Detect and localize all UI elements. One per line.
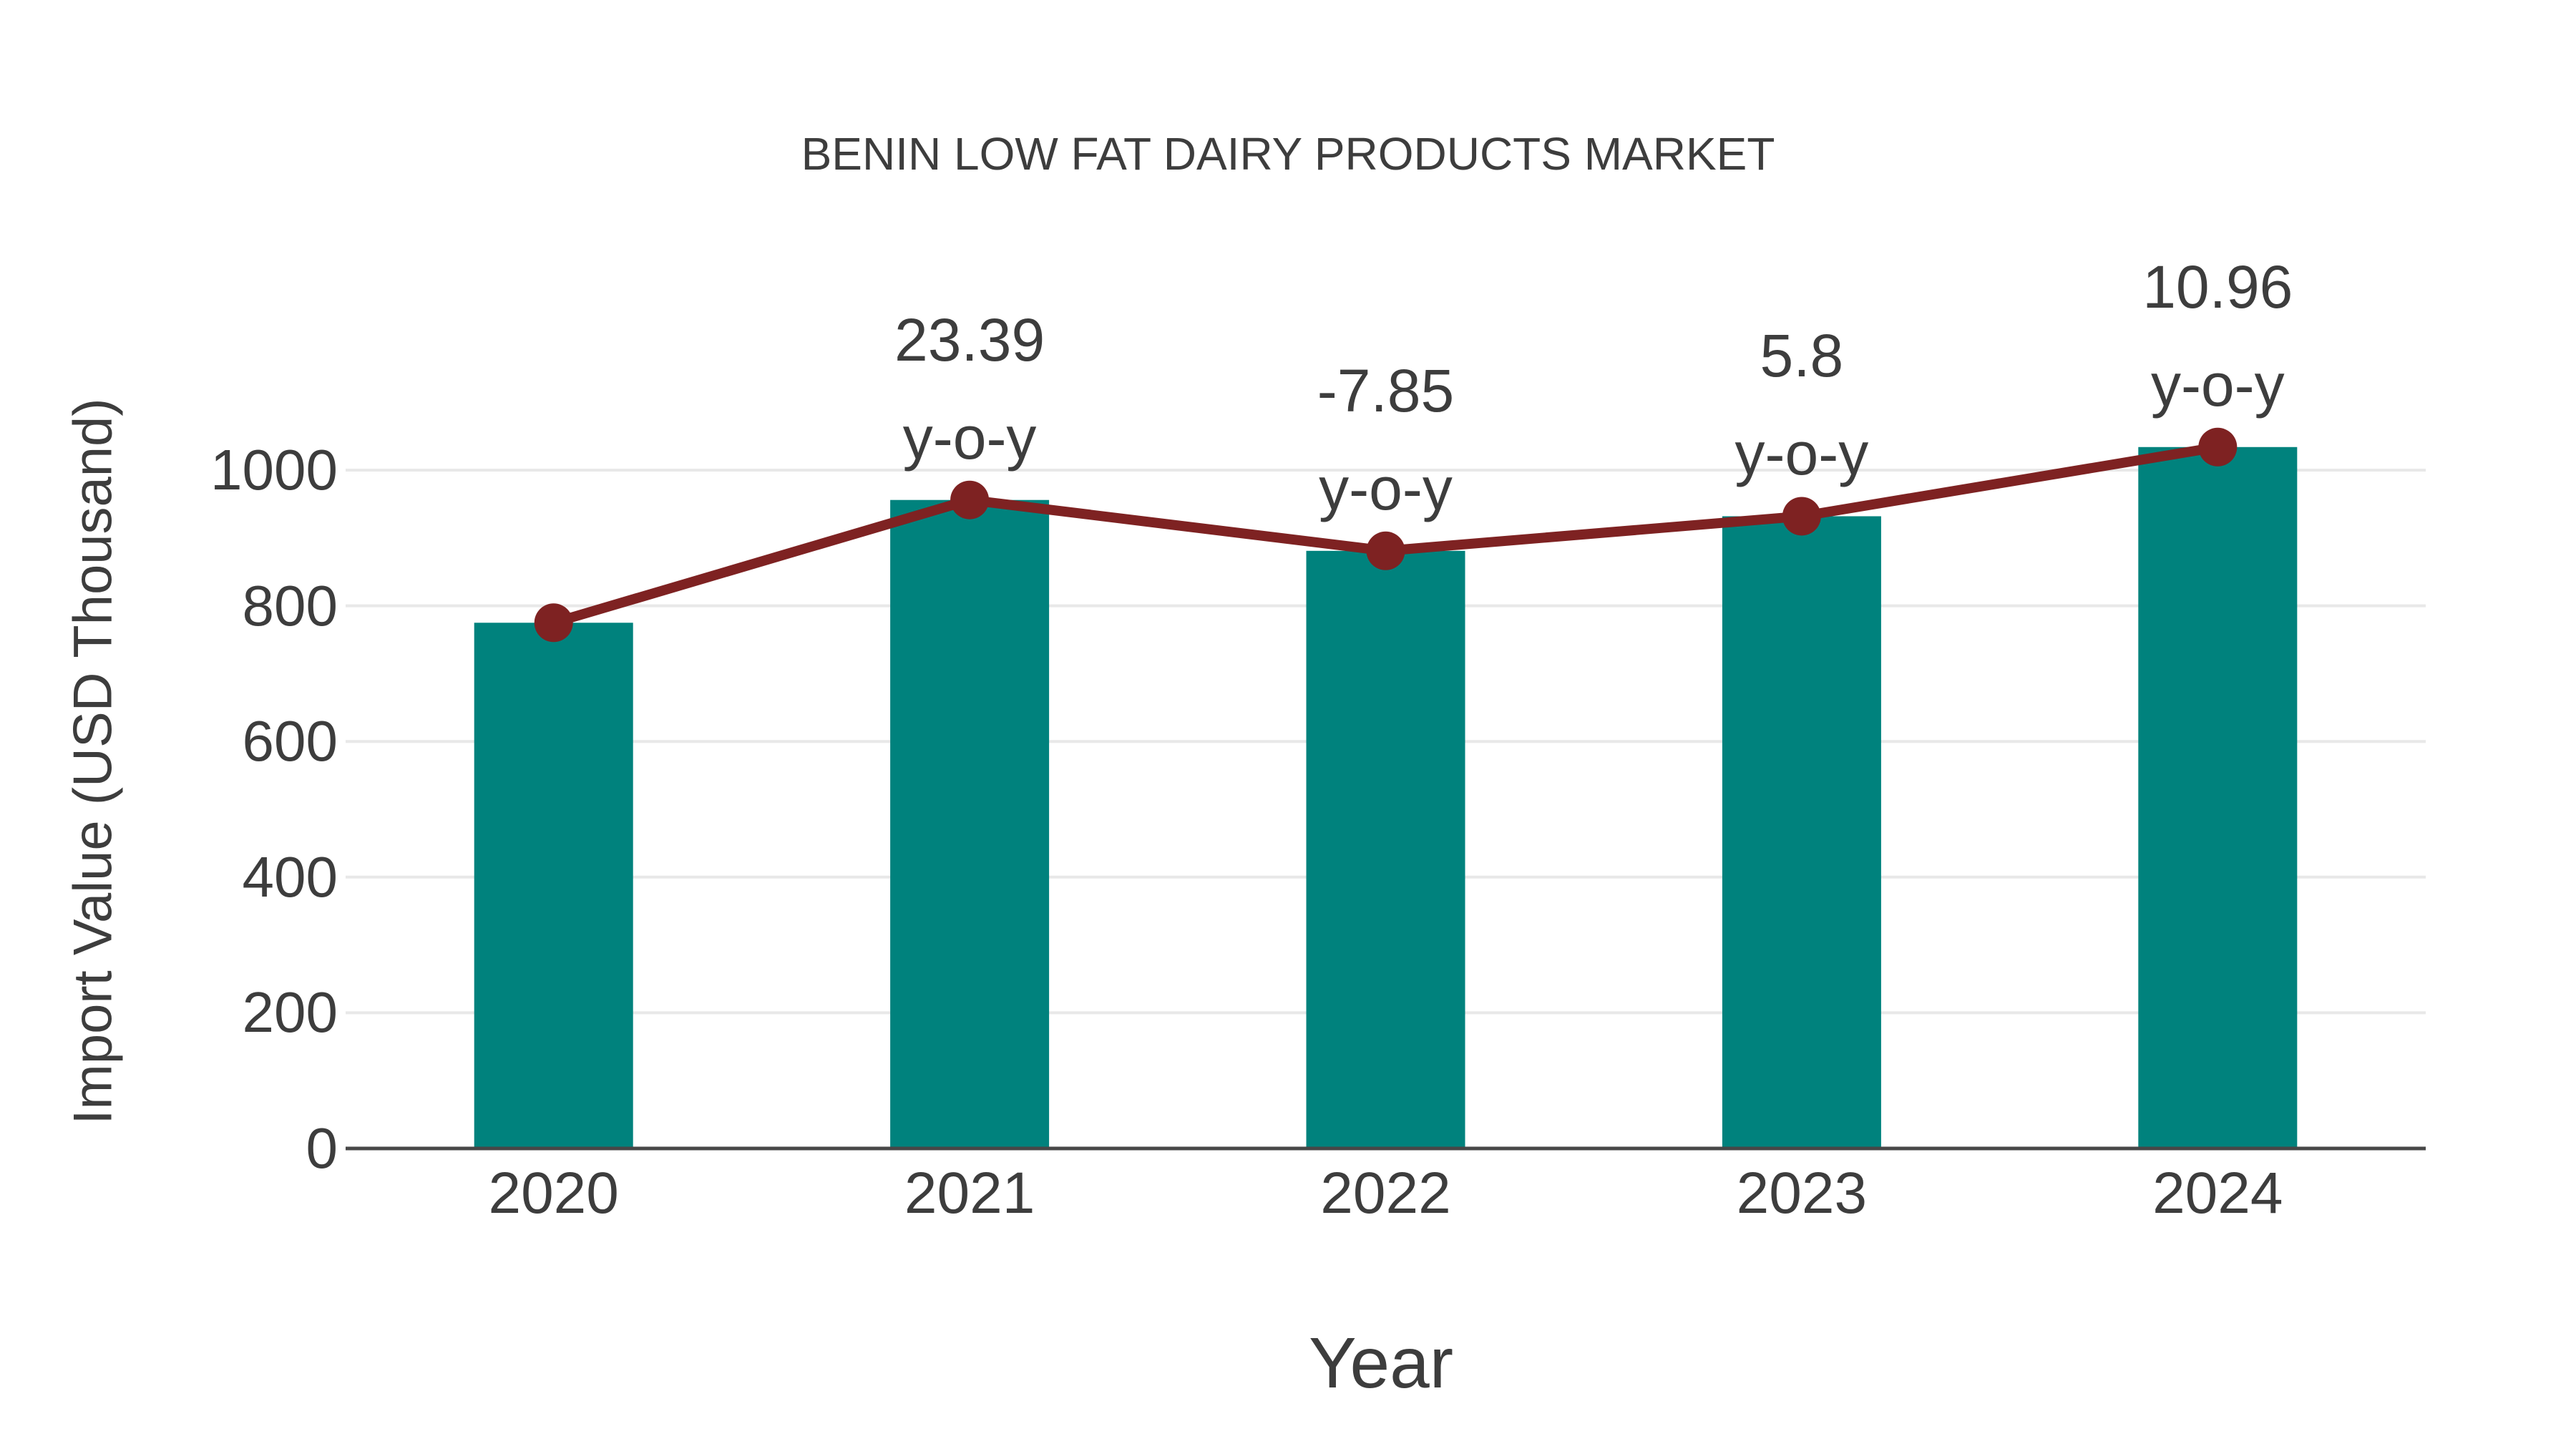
bar-2022[interactable] [1306, 550, 1465, 1148]
bar-2021[interactable] [890, 499, 1050, 1148]
trend-marker-2020[interactable] [534, 603, 573, 643]
x-tick-label: 2021 [904, 1161, 1035, 1226]
x-tick-label: 2022 [1320, 1161, 1451, 1226]
annotation-suffix: y-o-y [2150, 351, 2285, 419]
annotation-2021: 23.39 y-o-y [894, 291, 1045, 487]
trend-marker-2023[interactable] [1782, 497, 1821, 536]
annotation-2024: 10.96 y-o-y [2142, 238, 2293, 434]
annotation-value: -7.85 [1317, 356, 1455, 424]
annotation-2022: -7.85 y-o-y [1317, 342, 1454, 538]
bar-2020[interactable] [474, 623, 633, 1148]
annotation-suffix: y-o-y [902, 404, 1037, 472]
trend-marker-2022[interactable] [1366, 531, 1405, 570]
chart-title: BENIN LOW FAT DAIRY PRODUCTS MARKET [801, 128, 1775, 180]
y-tick-label: 200 [242, 980, 338, 1045]
annotation-suffix: y-o-y [1735, 420, 1869, 488]
y-tick-label: 800 [242, 573, 338, 638]
trend-marker-2021[interactable] [950, 480, 990, 519]
x-tick-label: 2023 [1736, 1161, 1868, 1226]
annotation-value: 10.96 [2142, 253, 2293, 321]
y-tick-label: 400 [242, 844, 338, 909]
annotation-2023: 5.8 y-o-y [1735, 307, 1869, 503]
trend-marker-2024[interactable] [2198, 427, 2238, 467]
y-tick-label: 1000 [210, 438, 338, 502]
annotation-suffix: y-o-y [1319, 454, 1453, 522]
x-axis-title: Year [1308, 1323, 1454, 1403]
x-tick-label: 2024 [2152, 1161, 2283, 1226]
annotation-value: 5.8 [1760, 322, 1844, 390]
y-tick-label: 0 [306, 1116, 338, 1180]
bar-2023[interactable] [1722, 516, 1881, 1148]
annotation-value: 23.39 [894, 306, 1045, 374]
y-tick-label: 600 [242, 709, 338, 774]
x-tick-label: 2020 [488, 1161, 619, 1226]
bar-2024[interactable] [2138, 447, 2298, 1148]
